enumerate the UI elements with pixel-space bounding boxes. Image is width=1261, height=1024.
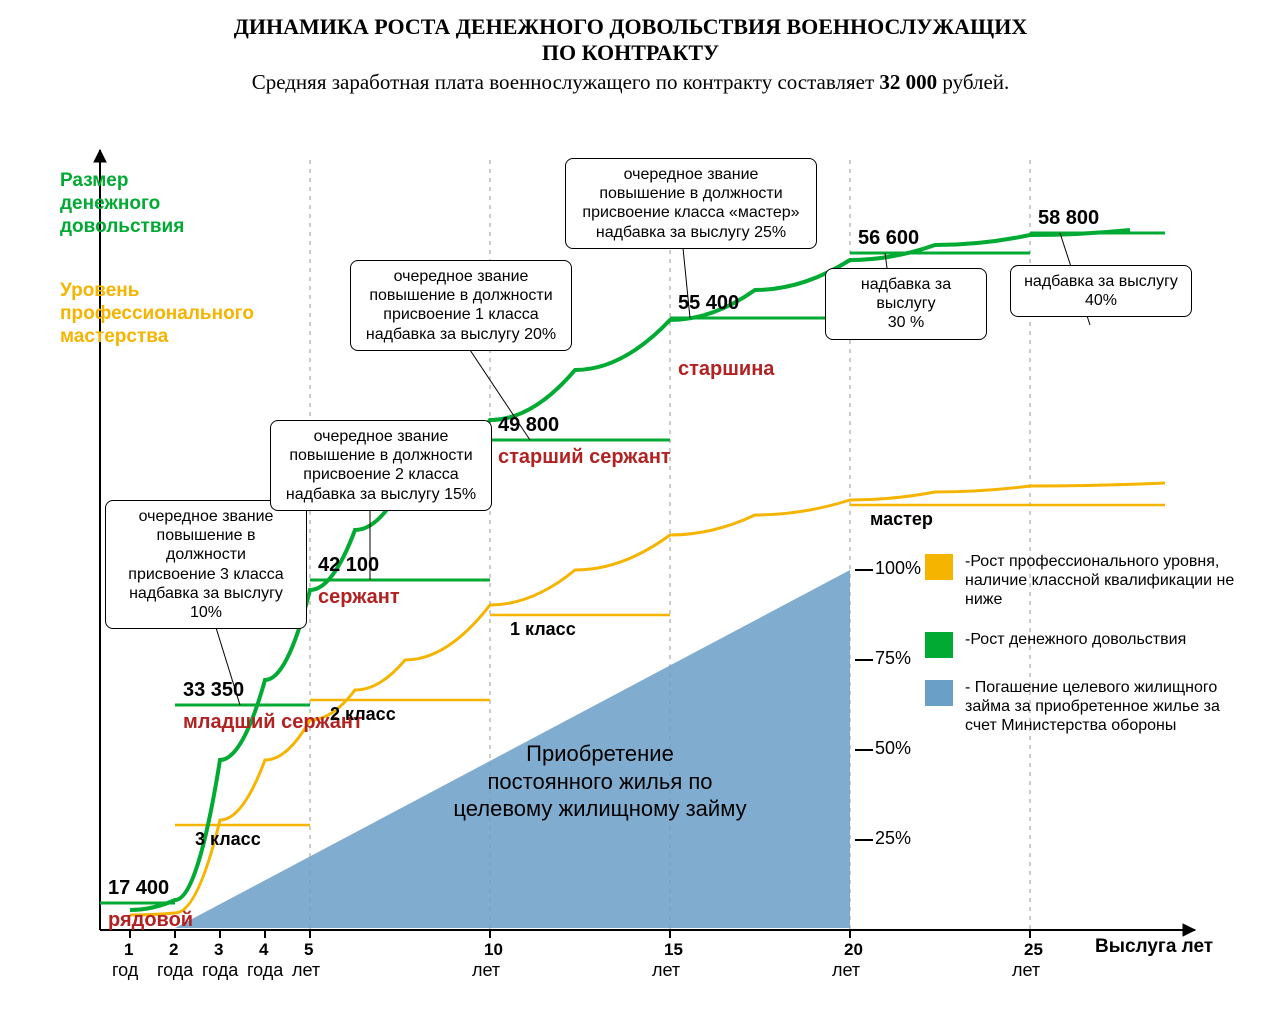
rank-label: старший сержант — [498, 446, 671, 469]
rank-label: сержант — [318, 586, 400, 609]
x-tick-unit: года — [157, 960, 193, 981]
salary-value: 56 600 — [858, 227, 919, 250]
percent-label: 75% — [875, 648, 911, 669]
x-tick-num: 4 — [259, 940, 268, 960]
salary-value: 33 350 — [183, 679, 244, 702]
percent-label: 100% — [875, 558, 921, 579]
legend: -Рост профессионального уровня, наличие … — [925, 552, 1245, 755]
callout-box: очередное званиеповышение в должностипри… — [565, 158, 817, 249]
triangle-caption: Приобретениепостоянного жилья поцелевому… — [435, 740, 765, 823]
x-tick-num: 5 — [304, 940, 313, 960]
rank-label: старшина — [678, 358, 774, 381]
legend-text: -Рост профессионального уровня, наличие … — [965, 552, 1245, 610]
x-tick-unit: лет — [1012, 960, 1040, 981]
class-label: 1 класс — [510, 619, 576, 640]
legend-swatch — [925, 680, 953, 706]
legend-item: -Рост денежного довольствия — [925, 630, 1245, 658]
salary-value: 17 400 — [108, 877, 169, 900]
x-tick-num: 25 — [1024, 940, 1043, 960]
class-label: 2 класс — [330, 704, 396, 725]
legend-item: -Рост профессионального уровня, наличие … — [925, 552, 1245, 610]
salary-value: 55 400 — [678, 292, 739, 315]
percent-label: 50% — [875, 738, 911, 759]
x-tick-unit: лет — [652, 960, 680, 981]
x-tick-unit: лет — [472, 960, 500, 981]
x-tick-num: 3 — [214, 940, 223, 960]
x-axis-label: Выслуга лет — [1095, 936, 1213, 958]
class-label: 3 класс — [195, 829, 261, 850]
legend-swatch — [925, 632, 953, 658]
callout-box: надбавка завыслугу30 % — [825, 268, 987, 340]
legend-text: -Рост денежного довольствия — [965, 630, 1186, 649]
callout-box: надбавка за выслугу40% — [1010, 265, 1192, 317]
x-tick-unit: года — [202, 960, 238, 981]
callout-box: очередное званиеповышение в должностипри… — [270, 420, 492, 511]
rank-label: рядовой — [108, 909, 193, 932]
salary-value: 58 800 — [1038, 207, 1099, 230]
x-tick-unit: год — [112, 960, 138, 981]
salary-value: 49 800 — [498, 414, 559, 437]
salary-value: 42 100 — [318, 554, 379, 577]
x-tick-unit: лет — [832, 960, 860, 981]
callout-box: очередное званиеповышение в должностипри… — [105, 500, 307, 629]
legend-text: - Погашение целевого жилищного займа за … — [965, 678, 1245, 736]
legend-item: - Погашение целевого жилищного займа за … — [925, 678, 1245, 736]
x-tick-num: 15 — [664, 940, 683, 960]
percent-label: 25% — [875, 828, 911, 849]
x-tick-num: 2 — [169, 940, 178, 960]
legend-swatch — [925, 554, 953, 580]
x-tick-num: 1 — [124, 940, 133, 960]
callout-box: очередное званиеповышение в должностипри… — [350, 260, 572, 351]
class-label: мастер — [870, 509, 933, 530]
x-tick-unit: лет — [292, 960, 320, 981]
x-tick-num: 10 — [484, 940, 503, 960]
x-tick-unit: года — [247, 960, 283, 981]
x-tick-num: 20 — [844, 940, 863, 960]
chart-overlay: 1год2года3года4года5лет10лет15лет20лет25… — [0, 0, 1261, 1024]
